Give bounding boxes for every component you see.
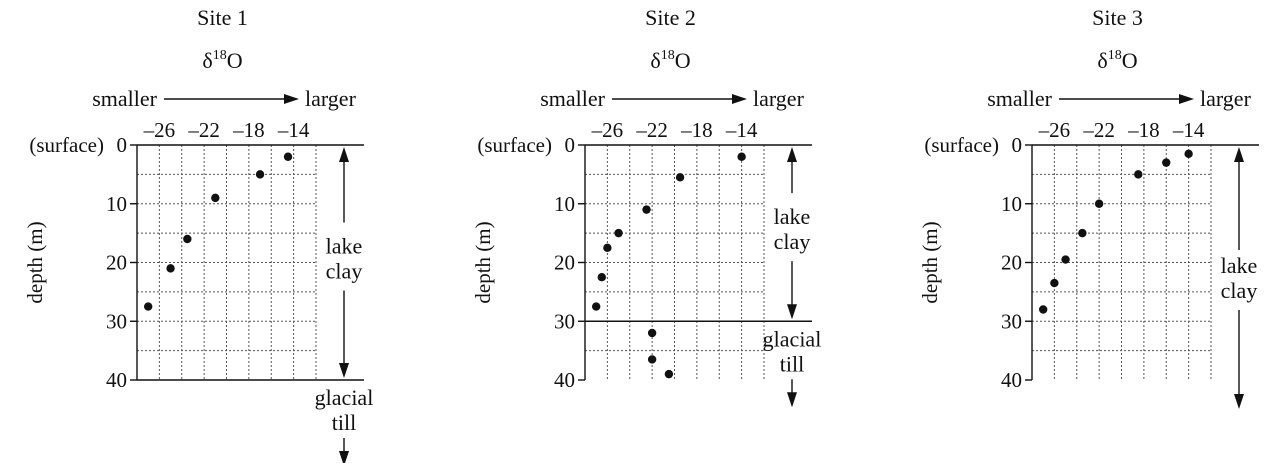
y-tick-label: 20: [1001, 251, 1022, 275]
data-point: [211, 193, 220, 203]
data-point: [143, 302, 153, 311]
x-tick-label: –14: [725, 118, 758, 142]
layer-arrow-down-head: [1234, 394, 1244, 409]
layer-label: glacial: [763, 326, 822, 351]
y-tick-label: 30: [554, 309, 575, 333]
scale-label-larger: larger: [753, 86, 805, 111]
surface-label: (surface): [477, 133, 552, 157]
layer-arrow-down-head: [787, 304, 797, 320]
scale-label-smaller: smaller: [987, 86, 1052, 111]
data-point: [675, 173, 685, 182]
layer-arrow-up-head: [1234, 147, 1244, 162]
layer-arrow-up-head: [787, 147, 797, 162]
y-tick-label: 10: [554, 192, 575, 216]
chart-panel-site-2: Site 2 δ18O smaller larger –26 –22 –18 –14 0 10 20…: [471, 5, 822, 408]
data-point: [1078, 228, 1087, 238]
data-point: [603, 243, 612, 253]
layer-label: till: [332, 410, 356, 435]
layer-arrow-down-head: [339, 451, 349, 463]
data-point: [1094, 199, 1104, 208]
layer-label: till: [780, 351, 804, 376]
y-tick-label: 30: [106, 309, 127, 333]
x-tick-label: –18: [1127, 118, 1160, 142]
data-point: [591, 302, 601, 311]
y-tick-label: 40: [106, 368, 127, 392]
data-point: [614, 228, 623, 238]
x-tick-label: –22: [1082, 118, 1115, 142]
chart-title: Site 3: [1092, 5, 1143, 30]
chart-subtitle: δ18O: [1097, 48, 1137, 73]
layer-label: glacial: [315, 385, 374, 410]
surface-label: (surface): [924, 133, 999, 157]
scale-arrow-head: [732, 94, 747, 104]
scale-label-smaller: smaller: [92, 86, 157, 111]
scale-label-larger: larger: [1200, 86, 1252, 111]
data-point: [642, 205, 651, 214]
chart-panel-site-3: Site 3 δ18O smaller larger –26 –22 –18 –14 0 10 20…: [918, 5, 1259, 409]
y-tick-label: 20: [106, 251, 127, 275]
data-point: [1184, 149, 1193, 159]
layer-arrow-down-head: [787, 392, 797, 408]
y-tick-label: 0: [1012, 133, 1023, 157]
y-tick-label: 0: [117, 133, 128, 157]
data-point: [1134, 170, 1143, 179]
data-point: [1050, 278, 1059, 288]
y-tick-label: 10: [106, 192, 127, 216]
x-tick-label: –18: [680, 118, 713, 142]
layer-label: clay: [1221, 278, 1258, 303]
data-point: [647, 355, 657, 364]
chart-title: Site 1: [197, 5, 248, 30]
data-point: [1038, 305, 1048, 314]
layer-arrow-up-head: [339, 147, 349, 162]
surface-label: (surface): [29, 133, 104, 157]
data-point: [183, 234, 192, 244]
y-tick-label: 40: [554, 368, 575, 392]
layer-label: lake: [1221, 253, 1258, 278]
y-tick-label: 30: [1001, 309, 1022, 333]
chart-subtitle: δ18O: [202, 48, 242, 73]
x-tick-label: –26: [591, 118, 624, 142]
data-point: [664, 369, 674, 379]
scale-arrow-head: [284, 94, 299, 104]
layer-arrow-down-head: [339, 363, 349, 378]
x-tick-label: –18: [232, 118, 265, 142]
scale-label-smaller: smaller: [540, 86, 605, 111]
layer-label: lake: [774, 204, 811, 229]
y-axis-label: depth (m): [918, 221, 942, 303]
x-tick-label: –14: [1172, 118, 1205, 142]
scale-label-larger: larger: [305, 86, 357, 111]
y-tick-label: 40: [1001, 368, 1022, 392]
data-point: [1061, 255, 1070, 264]
y-tick-label: 20: [554, 251, 575, 275]
data-point: [1162, 158, 1171, 167]
data-point: [647, 328, 657, 338]
x-tick-label: –26: [143, 118, 176, 142]
y-tick-label: 10: [1001, 192, 1022, 216]
x-tick-label: –26: [1038, 118, 1071, 142]
data-point: [283, 152, 293, 161]
chart-title: Site 2: [645, 5, 696, 30]
data-point: [255, 170, 265, 179]
data-point: [737, 152, 746, 161]
y-axis-label: depth (m): [471, 221, 495, 303]
y-tick-label: 0: [565, 133, 576, 157]
x-tick-label: –22: [635, 118, 668, 142]
scale-arrow-head: [1179, 94, 1194, 104]
data-point: [166, 264, 175, 273]
x-tick-label: –22: [187, 118, 220, 142]
layer-label: clay: [774, 229, 811, 254]
chart-panel-site-1: Site 1 δ18O smaller larger –26 –22 –18 –14 0 10 20…: [23, 5, 373, 463]
chart-subtitle: δ18O: [650, 48, 690, 73]
data-point: [597, 272, 606, 282]
layer-label: clay: [326, 259, 363, 284]
y-axis-label: depth (m): [23, 221, 47, 303]
x-tick-label: –14: [277, 118, 310, 142]
layer-label: lake: [326, 234, 363, 259]
